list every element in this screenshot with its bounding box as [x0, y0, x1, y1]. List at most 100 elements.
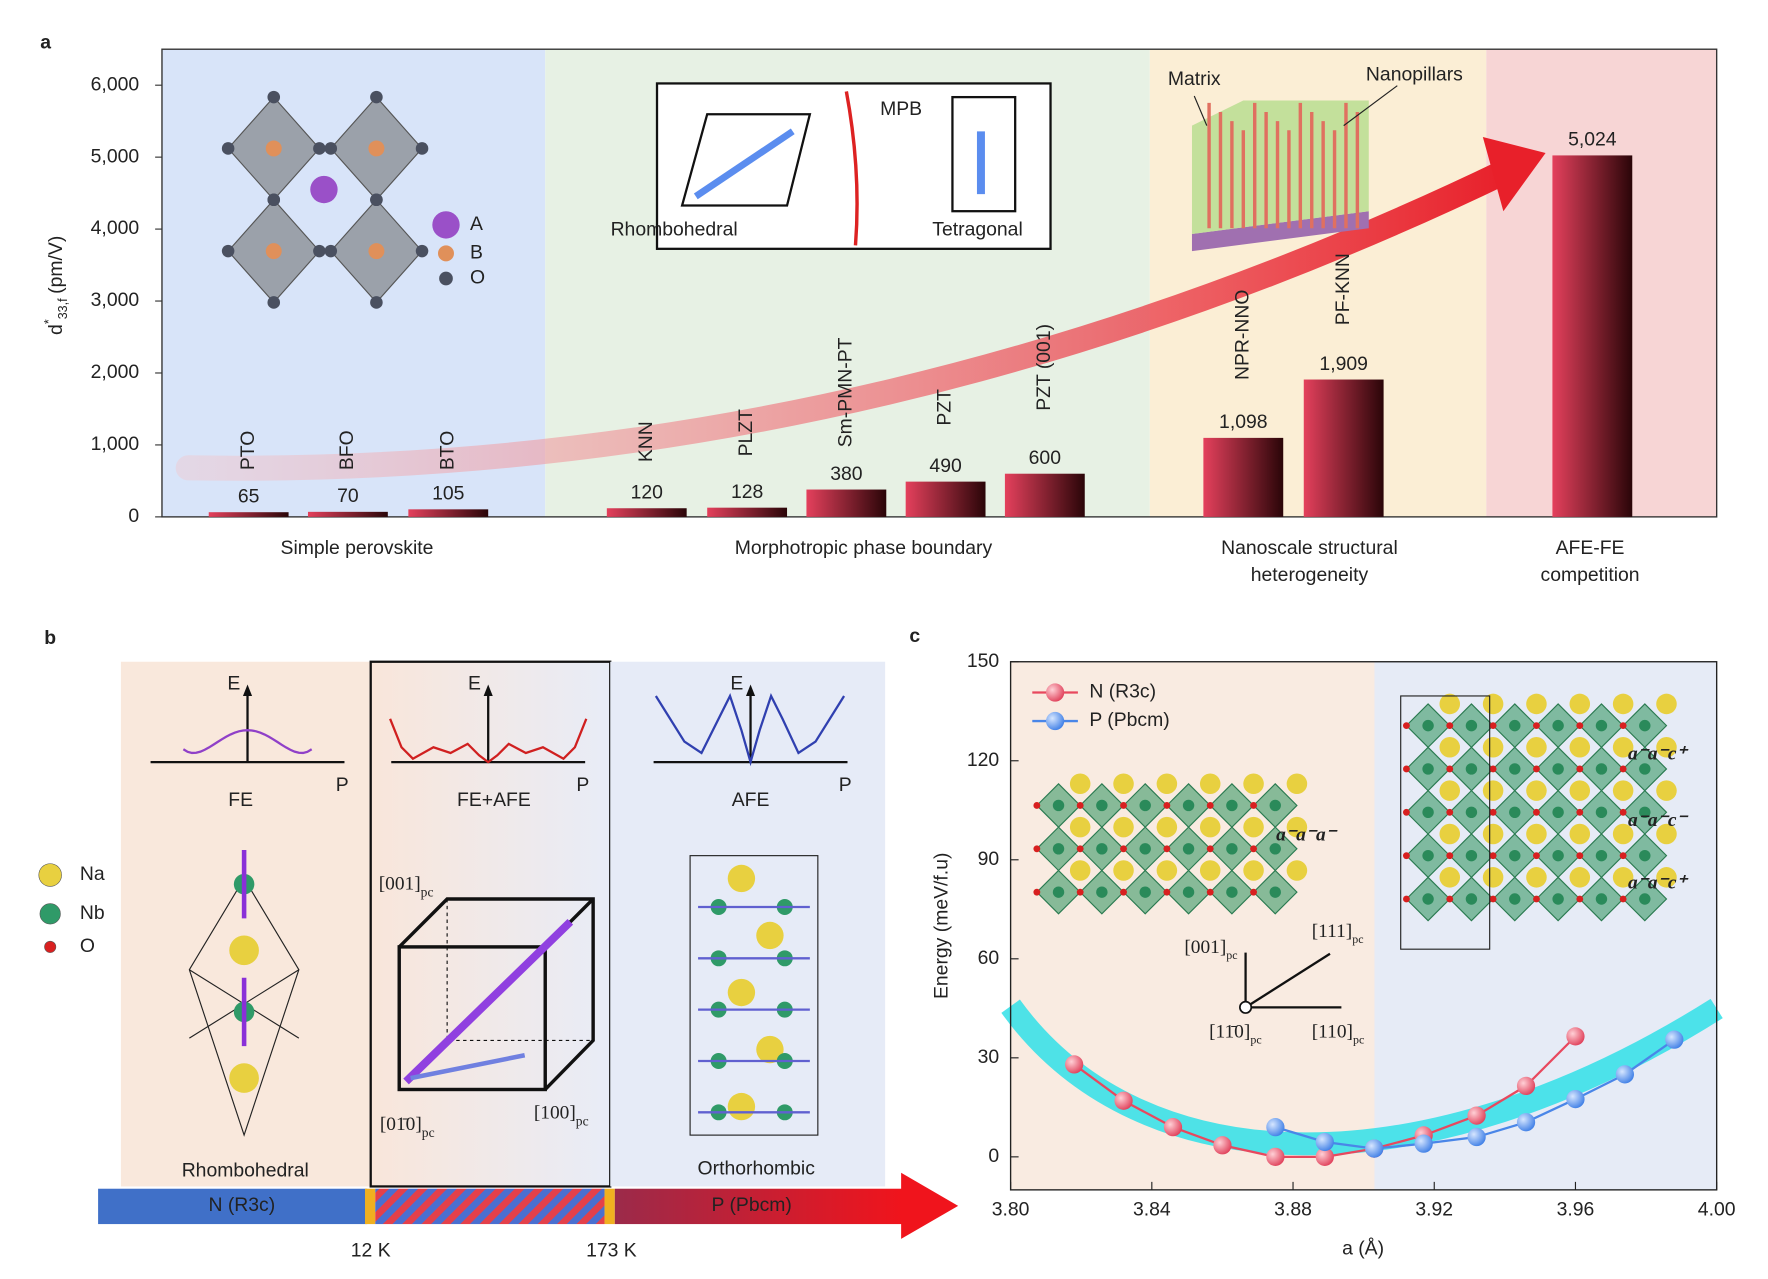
fe-region — [120, 661, 371, 1187]
o-site — [415, 142, 429, 155]
pointer — [1343, 85, 1398, 127]
o-atom — [1533, 852, 1540, 860]
y-tick-label: 4,000 — [91, 217, 140, 239]
atom-label: Nb — [80, 902, 105, 924]
x-tick-label: 4.00 — [1698, 1199, 1736, 1221]
nb-atom — [1595, 763, 1608, 775]
o-atom — [1576, 895, 1584, 903]
o-atom — [1533, 722, 1540, 730]
y-tick-label: 0 — [988, 1145, 999, 1167]
a-site — [310, 175, 338, 204]
bar — [1203, 437, 1284, 517]
region-r3c — [1010, 661, 1375, 1190]
na-atom — [727, 864, 756, 893]
axis-letter: E — [227, 673, 240, 695]
na-atom — [1612, 737, 1634, 758]
potential-label: FE+AFE — [457, 789, 531, 811]
group-label: Nanoscale structural heterogeneity — [1221, 537, 1398, 586]
potential-curve — [182, 729, 313, 755]
group-label-line: heterogeneity — [1251, 564, 1369, 586]
nb-atom — [1422, 806, 1434, 819]
na-atom — [1156, 773, 1178, 795]
nanopillar-label: Nanopillars — [1366, 64, 1463, 86]
o-site — [313, 244, 326, 258]
nb-atom — [1182, 799, 1195, 812]
o-atom — [1489, 765, 1497, 773]
potential-label: AFE — [732, 789, 770, 811]
y-tick-label: 0 — [128, 505, 139, 527]
bar — [1552, 155, 1633, 517]
pointer — [1193, 95, 1208, 126]
direction-label-sub: pc — [1226, 948, 1237, 962]
na-atom — [727, 978, 756, 1007]
direction-label: [001]pc — [1184, 938, 1237, 962]
data-point — [1315, 1132, 1334, 1152]
nb-atom — [1595, 719, 1608, 732]
phase-bar-label: P (Pbcm) — [711, 1194, 791, 1216]
o-atom — [1576, 722, 1584, 730]
direction-label-main: [11̄0] — [1209, 1022, 1250, 1043]
data-point — [1163, 1118, 1183, 1137]
phase-boundary — [604, 1188, 615, 1225]
nb-atom — [1182, 886, 1195, 898]
o-atom — [1533, 808, 1540, 816]
nb-atom — [1422, 849, 1434, 862]
direction-label-sub: pc — [1352, 932, 1363, 946]
nb-atom — [1422, 893, 1434, 905]
y-label-symbol: d — [45, 324, 67, 335]
na-atom — [1526, 737, 1547, 758]
nb-atom — [1465, 849, 1478, 862]
value-label: 120 — [631, 482, 664, 504]
o-site — [221, 244, 235, 258]
na-atom — [1439, 780, 1461, 801]
o-atom — [1076, 845, 1084, 853]
axis-letter: E — [730, 673, 743, 695]
nb-atom — [1639, 893, 1651, 905]
direction-label-main: [100] — [534, 1103, 576, 1124]
y-tick-label: 3,000 — [91, 289, 140, 311]
data-point — [1065, 1055, 1084, 1074]
data-point — [1114, 1091, 1133, 1110]
na-atom — [1656, 693, 1677, 715]
temperature-label: 173 K — [586, 1240, 637, 1262]
nb-atom — [1226, 843, 1238, 855]
atom-label: O — [470, 267, 485, 289]
na-atom — [1569, 780, 1591, 801]
o-atom — [1206, 888, 1214, 896]
direction-label: [111]pc — [1312, 922, 1364, 946]
nb-atom — [1552, 849, 1564, 862]
atom-label: Na — [80, 863, 105, 885]
direction-label-sub: pc — [1250, 1032, 1261, 1046]
data-point — [1365, 1139, 1384, 1158]
na-atom — [756, 1035, 784, 1064]
direction-label-main: [110] — [1312, 1022, 1353, 1043]
na-atom — [1656, 780, 1677, 801]
nb-atom — [1052, 886, 1065, 898]
y-label-sub: 33,f — [56, 298, 70, 319]
data-point — [1414, 1134, 1433, 1153]
value-label: 105 — [432, 483, 464, 505]
y-axis-label: Energy (meV/f.u) — [930, 853, 952, 999]
phase-label: Orthorhombic — [698, 1157, 816, 1179]
na-atom — [1612, 823, 1634, 845]
na-atom — [1439, 867, 1461, 888]
axis-origin — [1239, 1000, 1253, 1014]
o-site — [267, 193, 281, 207]
tilt-label: a⁻a⁻c⁻ — [1628, 810, 1688, 831]
nb-atom — [1096, 886, 1108, 898]
o-atom — [1619, 895, 1627, 903]
data-point — [1516, 1113, 1536, 1132]
trend-arrow — [175, 158, 1519, 481]
plot-frame — [1009, 661, 1718, 1191]
legend-label: P (Pbcm) — [1089, 709, 1169, 731]
o-atom — [1619, 852, 1627, 860]
category-label: PLZT — [735, 409, 757, 457]
x-axis-label: a (Å) — [1342, 1236, 1384, 1259]
atom-label: A — [470, 213, 483, 235]
o-atom — [1076, 888, 1084, 896]
o-atom — [1402, 895, 1410, 903]
nb-atom — [1139, 799, 1151, 812]
data-point — [1566, 1089, 1585, 1109]
y-tick-label: 60 — [978, 947, 1000, 969]
nb-atom — [1595, 806, 1608, 819]
